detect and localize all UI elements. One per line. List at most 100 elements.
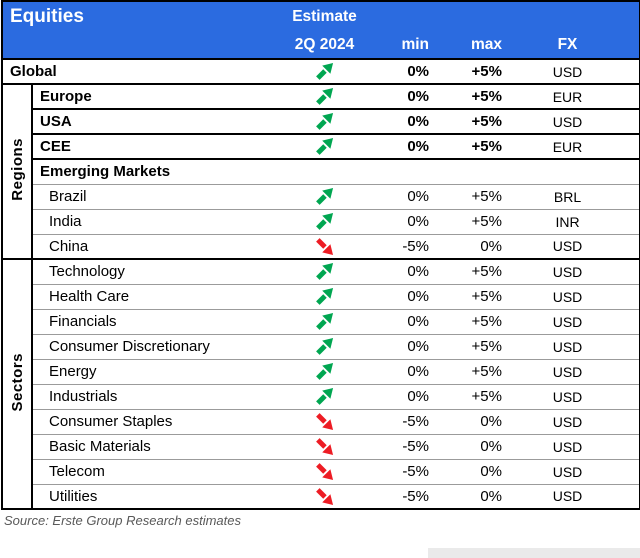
estimate-arrow-cell bbox=[287, 134, 362, 159]
fx-value: USD bbox=[552, 463, 583, 480]
arrow-up-right-icon bbox=[316, 362, 334, 380]
max-value: +5% bbox=[471, 113, 502, 130]
arrow-up-right-icon bbox=[316, 387, 334, 405]
estimate-arrow-cell bbox=[287, 234, 362, 259]
table-row: India 0% +5% INR bbox=[2, 209, 640, 234]
table-row: Emerging Markets bbox=[2, 159, 640, 184]
min-value: -5% bbox=[402, 487, 429, 505]
arrow-up-right-icon bbox=[316, 62, 334, 80]
table-row: Sectors Technology 0% +5% USD bbox=[2, 259, 640, 509]
estimate-arrow-cell bbox=[287, 109, 362, 134]
table-row: USA 0% +5% USD bbox=[2, 109, 640, 134]
table-row: Industrials 0% +5% USD bbox=[2, 384, 640, 409]
fx-value: USD bbox=[552, 113, 583, 130]
source-note: Source: Erste Group Research estimates bbox=[4, 513, 241, 528]
header-spacer bbox=[510, 1, 640, 31]
table-row: Consumer Discretionary 0% +5% USD bbox=[2, 334, 640, 359]
max-value: +5% bbox=[471, 288, 502, 305]
table-row: Consumer Staples -5% 0% USD bbox=[2, 409, 640, 434]
table-row: Global 0% +5% USD bbox=[2, 59, 640, 84]
row-name: CEE bbox=[40, 138, 71, 155]
fx-value: USD bbox=[552, 438, 583, 455]
estimate-arrow-cell bbox=[287, 334, 362, 359]
max-header: max bbox=[437, 31, 510, 59]
arrow-up-right-icon bbox=[316, 337, 334, 355]
fx-value: USD bbox=[552, 263, 583, 280]
table-body: Global 0% +5% USD Regions Europe 0% +5% EUR USA 0%… bbox=[2, 59, 640, 509]
fx-value: EUR bbox=[552, 138, 583, 155]
arrow-up-right-icon bbox=[316, 263, 334, 281]
max-value: 0% bbox=[480, 438, 502, 455]
max-value: +5% bbox=[471, 138, 502, 155]
fx-value: EUR bbox=[552, 88, 583, 105]
max-value: +5% bbox=[471, 63, 502, 80]
estimate-header: Estimate bbox=[287, 1, 362, 31]
min-value: 0% bbox=[407, 263, 429, 281]
max-value: +5% bbox=[471, 88, 502, 105]
min-value: -5% bbox=[402, 237, 429, 255]
arrow-down-right-icon bbox=[316, 463, 334, 481]
table-row: CEE 0% +5% EUR bbox=[2, 134, 640, 159]
min-value: 0% bbox=[407, 363, 429, 380]
min-value: 0% bbox=[407, 63, 429, 80]
row-name: Basic Materials bbox=[49, 438, 151, 455]
arrow-down-right-icon bbox=[316, 487, 334, 505]
estimate-arrow-cell bbox=[287, 384, 362, 409]
row-name: Technology bbox=[49, 263, 125, 281]
min-value: 0% bbox=[407, 188, 429, 205]
min-value: 0% bbox=[407, 313, 429, 330]
estimate-arrow-cell bbox=[287, 484, 362, 509]
row-name: Consumer Discretionary bbox=[49, 338, 210, 355]
group-label-text: Regions bbox=[8, 138, 26, 201]
row-name: Consumer Staples bbox=[49, 413, 173, 430]
estimate-empty-cell bbox=[287, 159, 362, 184]
estimate-arrow-cell bbox=[287, 84, 362, 109]
arrow-up-right-icon bbox=[316, 87, 334, 105]
arrow-down-right-icon bbox=[316, 413, 334, 431]
fx-value: INR bbox=[555, 213, 580, 230]
row-name: Telecom bbox=[49, 463, 105, 480]
min-value: 0% bbox=[407, 338, 429, 355]
max-value: +5% bbox=[471, 363, 502, 380]
estimate-arrow-cell bbox=[287, 259, 362, 284]
max-value: 0% bbox=[480, 487, 502, 505]
period-header: 2Q 2024 bbox=[287, 31, 362, 59]
max-value: +5% bbox=[471, 388, 502, 405]
horizontal-scrollbar[interactable] bbox=[428, 548, 640, 558]
min-value: -5% bbox=[402, 463, 429, 480]
header-spacer bbox=[437, 1, 510, 31]
row-name: Europe bbox=[40, 88, 92, 105]
min-value: -5% bbox=[402, 413, 429, 430]
row-name: Financials bbox=[49, 313, 117, 330]
min-value: -5% bbox=[402, 438, 429, 455]
fx-value: USD bbox=[552, 313, 583, 330]
row-name: Utilities bbox=[49, 487, 98, 505]
table-title: Equities bbox=[2, 1, 287, 31]
table-header: Equities Estimate 2Q 2024 min max FX bbox=[2, 1, 640, 59]
group-label-regions: Regions bbox=[2, 84, 33, 259]
estimate-arrow-cell bbox=[287, 309, 362, 334]
estimate-arrow-cell bbox=[287, 284, 362, 309]
min-value: 0% bbox=[407, 288, 429, 305]
estimate-arrow-cell bbox=[287, 184, 362, 209]
fx-value: USD bbox=[552, 238, 583, 255]
arrow-up-right-icon bbox=[316, 212, 334, 230]
max-value: 0% bbox=[480, 413, 502, 430]
min-value: 0% bbox=[407, 138, 429, 155]
table-row: Regions Europe 0% +5% EUR bbox=[2, 84, 640, 259]
fx-value: USD bbox=[552, 388, 583, 405]
estimate-arrow-cell bbox=[287, 434, 362, 459]
max-value: 0% bbox=[480, 463, 502, 480]
max-value: 0% bbox=[480, 237, 502, 255]
min-header: min bbox=[362, 31, 437, 59]
fx-value: USD bbox=[552, 488, 583, 505]
max-value: +5% bbox=[471, 263, 502, 281]
max-value: +5% bbox=[471, 188, 502, 205]
fx-value: USD bbox=[552, 413, 583, 430]
row-name: Global bbox=[10, 63, 57, 80]
arrow-up-right-icon bbox=[316, 187, 334, 205]
arrow-down-right-icon bbox=[316, 438, 334, 456]
row-name: USA bbox=[40, 113, 72, 130]
max-value: +5% bbox=[471, 338, 502, 355]
max-value: +5% bbox=[471, 313, 502, 330]
